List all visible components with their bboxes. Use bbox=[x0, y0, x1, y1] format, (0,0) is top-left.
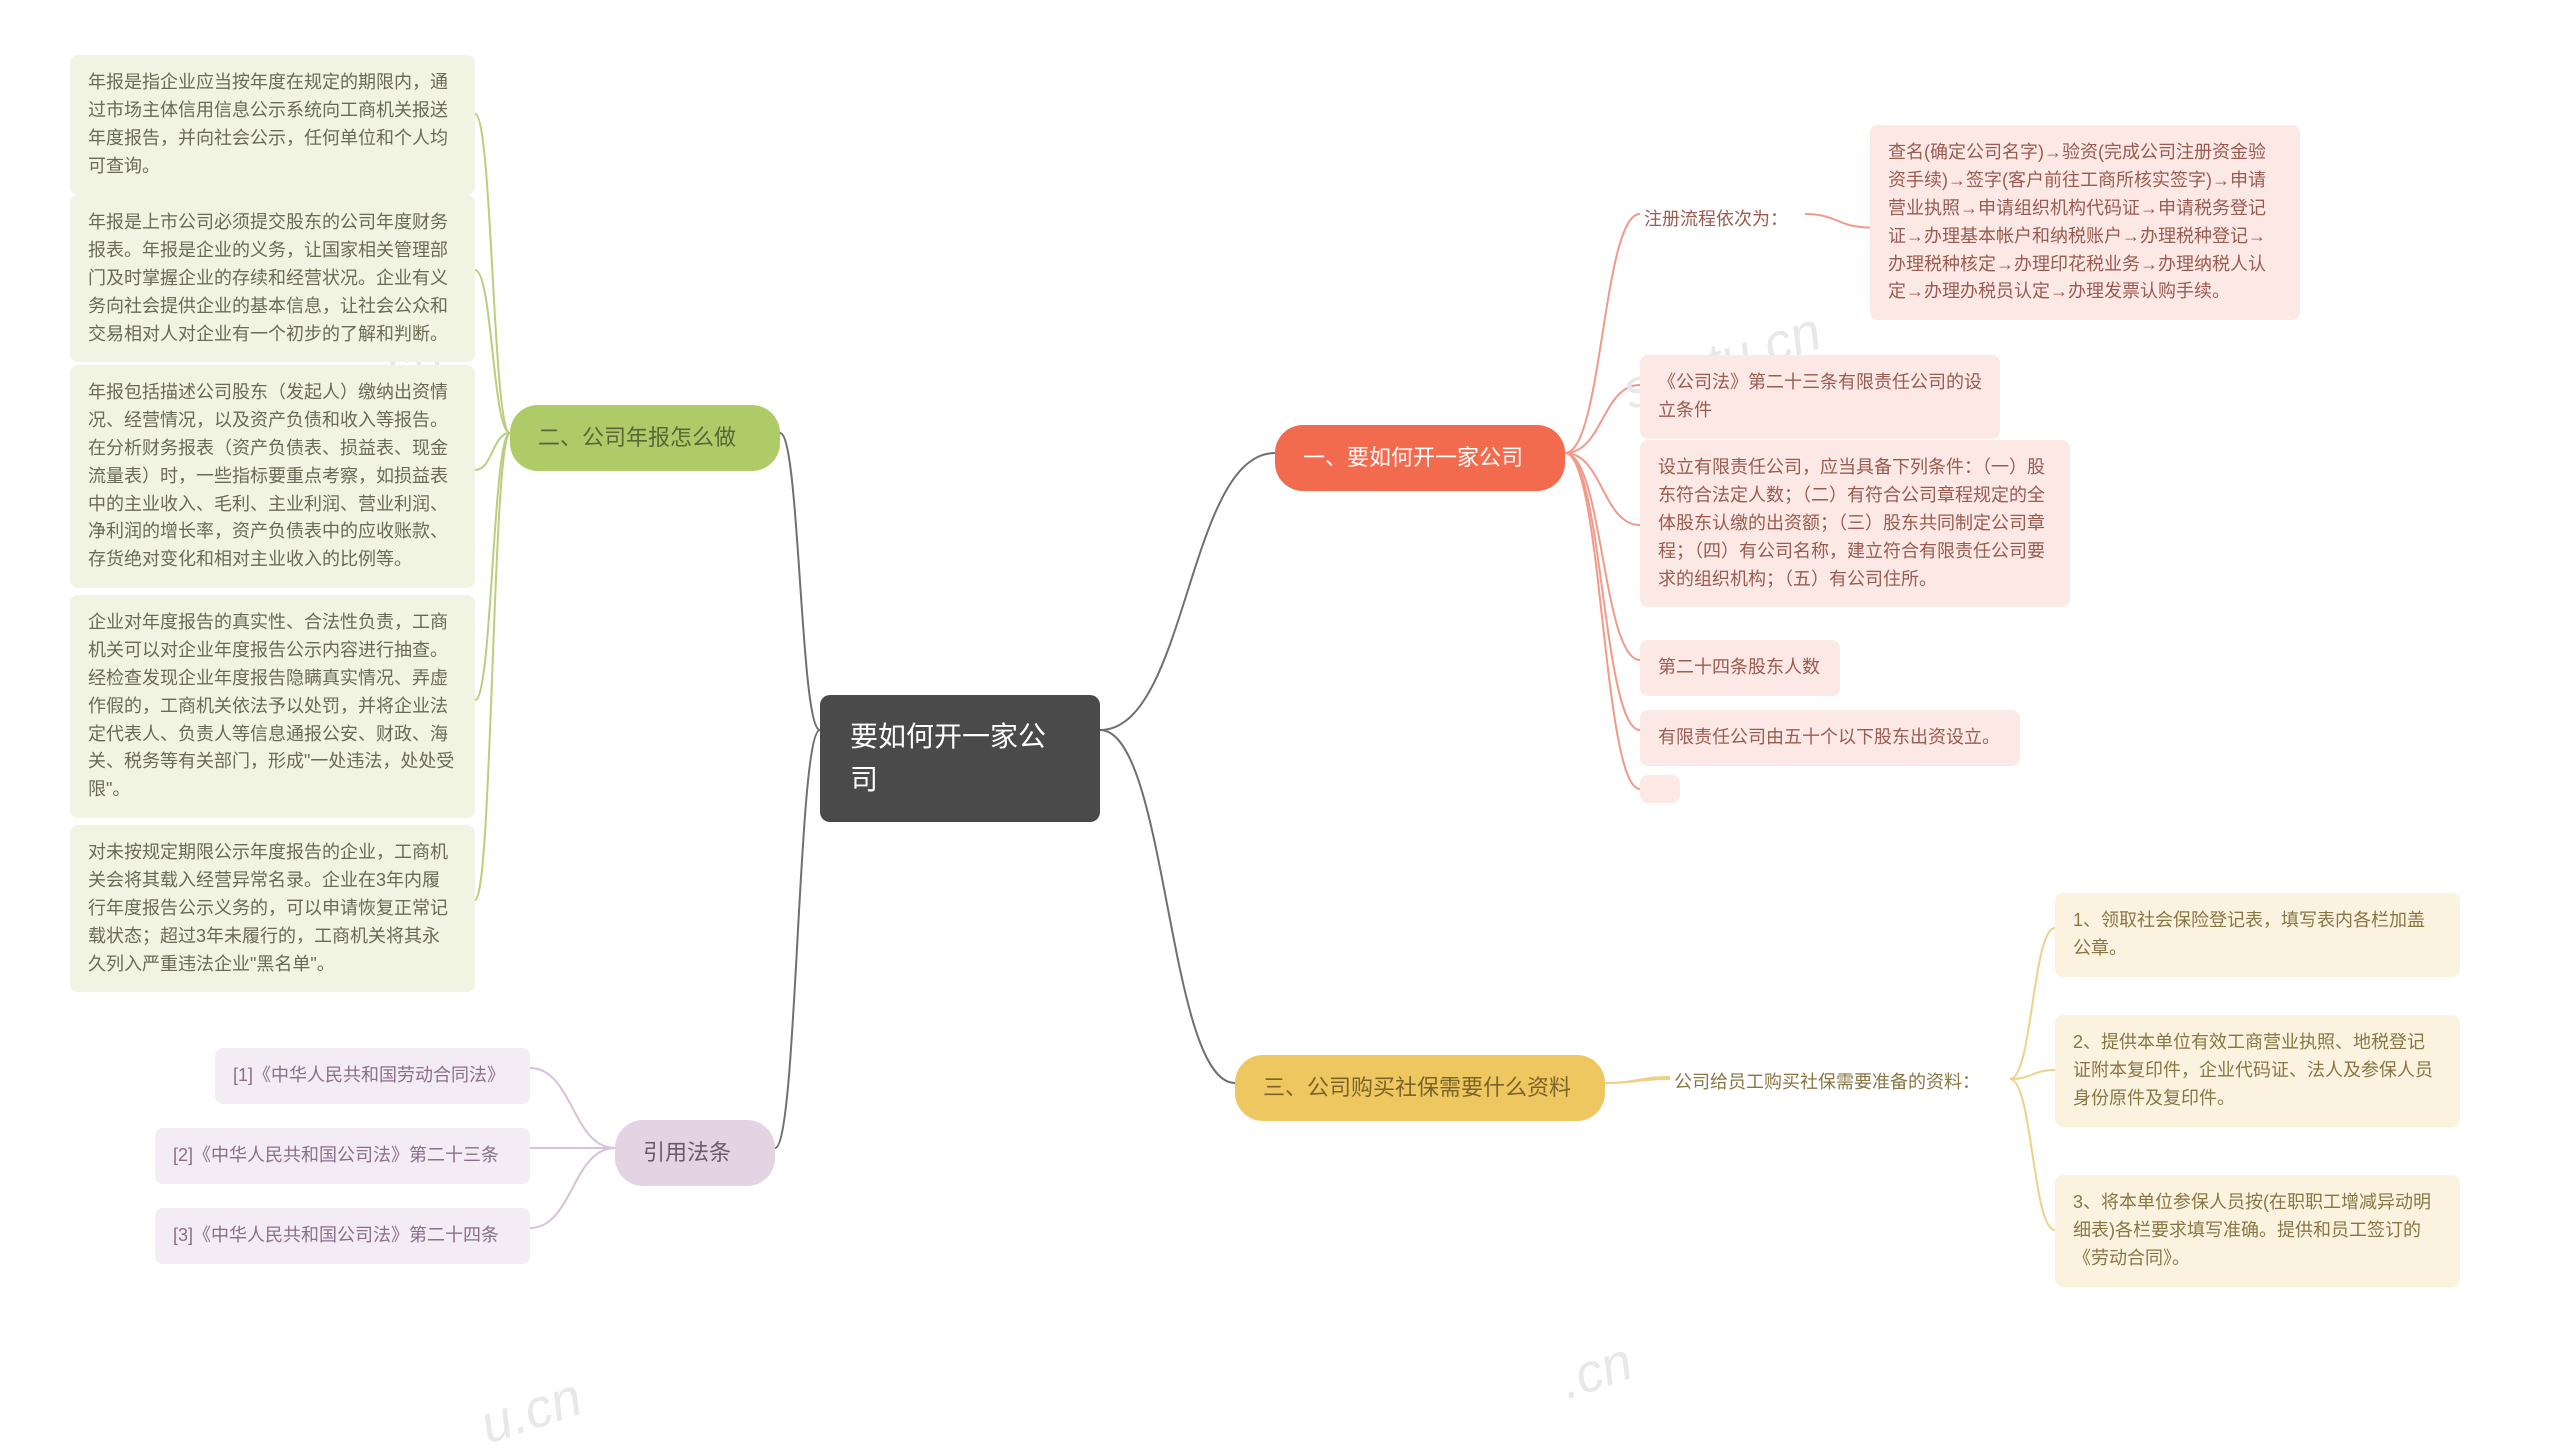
branch-b2-title: 二、公司年报怎么做 bbox=[510, 405, 780, 471]
watermark: .cn bbox=[1552, 1330, 1640, 1411]
leaf-b2-2: 年报包括描述公司股东（发起人）缴纳出资情况、经营情况，以及资产负债和收入等报告。… bbox=[70, 365, 475, 588]
leaf-b2-3: 企业对年度报告的真实性、合法性负责，工商机关可以对企业年度报告公示内容进行抽查。… bbox=[70, 595, 475, 818]
branch-b4-title: 引用法条 bbox=[615, 1120, 775, 1186]
leaf-b1-5 bbox=[1640, 775, 1680, 803]
leaf-b3-0: 1、领取社会保险登记表，填写表内各栏加盖公章。 bbox=[2055, 893, 2460, 977]
leaf-b3-2: 3、将本单位参保人员按(在职职工增减异动明细表)各栏要求填写准确。提供和员工签订… bbox=[2055, 1175, 2460, 1287]
leaf-b1-2: 设立有限责任公司，应当具备下列条件：（一）股东符合法定人数；（二）有符合公司章程… bbox=[1640, 440, 2070, 607]
root-node: 要如何开一家公司 bbox=[820, 695, 1100, 822]
leaf-b4-2: [3]《中华人民共和国公司法》第二十四条 bbox=[155, 1208, 530, 1264]
leaf-b3-1: 2、提供本单位有效工商营业执照、地税登记证附本复印件，企业代码证、法人及参保人员… bbox=[2055, 1015, 2460, 1127]
branch-b3-sublabel: 公司给员工购买社保需要准备的资料： bbox=[1670, 1063, 1984, 1103]
leaf-b4-1: [2]《中华人民共和国公司法》第二十三条 bbox=[155, 1128, 530, 1184]
branch-b1-title: 一、要如何开一家公司 bbox=[1275, 425, 1565, 491]
leaf-b2-1: 年报是上市公司必须提交股东的公司年度财务报表。年报是企业的义务，让国家相关管理部… bbox=[70, 195, 475, 362]
leaf-b2-4: 对未按规定期限公示年度报告的企业，工商机关会将其载入经营异常名录。企业在3年内履… bbox=[70, 825, 475, 992]
branch-b1-sublabel: 注册流程依次为： bbox=[1640, 200, 1792, 240]
leaf-b1-4: 有限责任公司由五十个以下股东出资设立。 bbox=[1640, 710, 2020, 766]
leaf-b1-0: 查名(确定公司名字)→验资(完成公司注册资金验资手续)→签字(客户前往工商所核实… bbox=[1870, 125, 2300, 320]
leaf-b2-0: 年报是指企业应当按年度在规定的期限内，通过市场主体信用信息公示系统向工商机关报送… bbox=[70, 55, 475, 195]
leaf-b1-3: 第二十四条股东人数 bbox=[1640, 640, 1840, 696]
branch-b3-title: 三、公司购买社保需要什么资料 bbox=[1235, 1055, 1605, 1121]
leaf-b4-0: [1]《中华人民共和国劳动合同法》 bbox=[215, 1048, 530, 1104]
watermark: u.cn bbox=[473, 1366, 589, 1456]
leaf-b1-1: 《公司法》第二十三条有限责任公司的设立条件 bbox=[1640, 355, 2000, 439]
